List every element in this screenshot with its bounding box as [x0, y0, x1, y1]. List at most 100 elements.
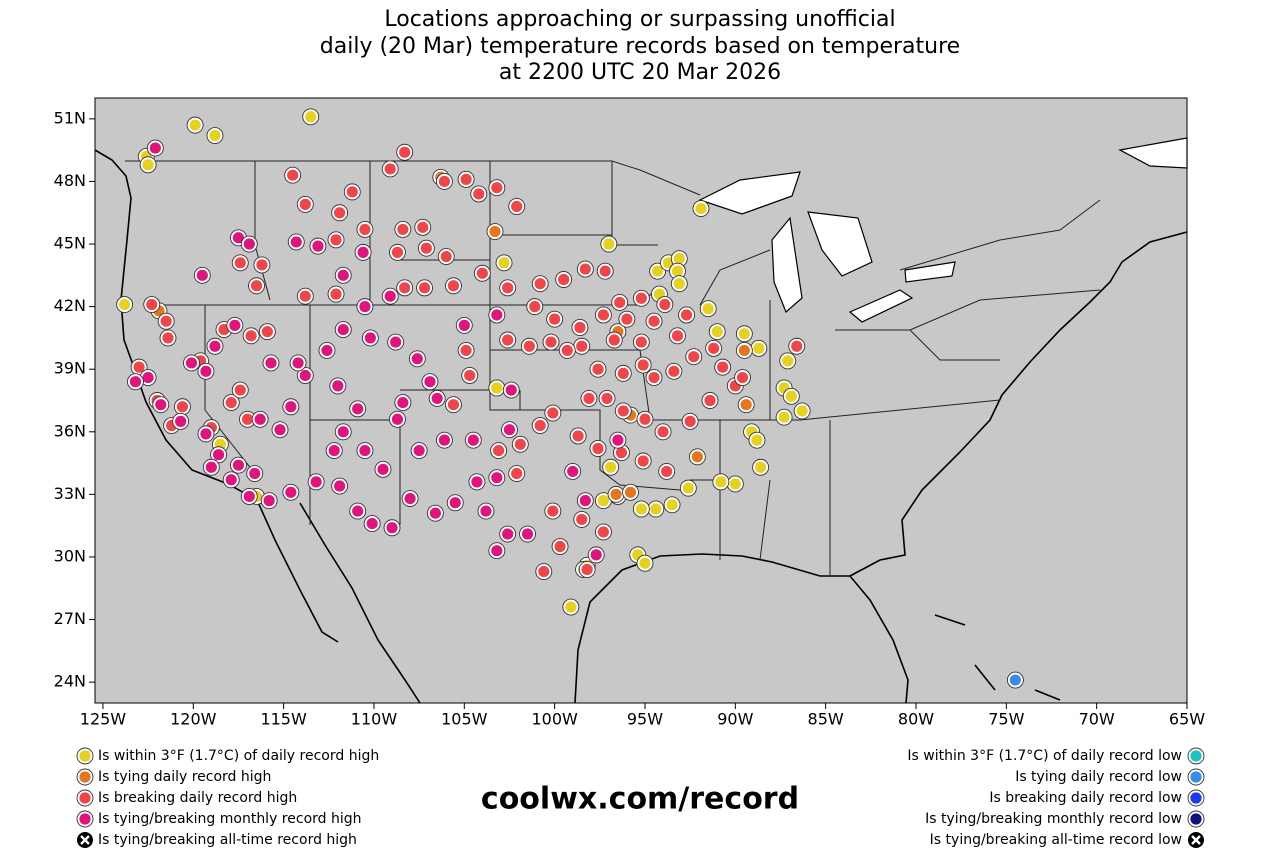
- record-point: [193, 266, 211, 284]
- marker-body: [592, 442, 604, 455]
- marker-body: [352, 505, 364, 517]
- record-point: [490, 442, 508, 460]
- marker-body: [359, 444, 371, 457]
- record-point: [535, 563, 553, 581]
- marker-body: [142, 371, 154, 384]
- marker-body: [200, 428, 212, 440]
- marker-body: [234, 384, 246, 396]
- map-background: [95, 98, 1187, 703]
- record-point: [569, 427, 587, 445]
- marker-body: [547, 505, 559, 517]
- record-point: [356, 220, 374, 238]
- record-point: [587, 546, 605, 564]
- record-point: [735, 325, 753, 343]
- marker-body: [476, 267, 488, 279]
- marker-body: [285, 486, 297, 498]
- record-point: [446, 494, 464, 512]
- record-point: [573, 337, 591, 355]
- record-point: [499, 331, 517, 349]
- marker-body: [1190, 792, 1202, 804]
- y-tick-label: 42N: [54, 296, 86, 315]
- marker-body: [671, 330, 684, 342]
- marker-body: [176, 401, 189, 413]
- record-point: [461, 367, 479, 384]
- marker-body: [447, 280, 460, 292]
- record-point: [602, 458, 620, 476]
- marker-body: [652, 265, 664, 277]
- marker-body: [418, 282, 431, 294]
- record-point: [327, 285, 345, 303]
- record-point: [334, 321, 352, 339]
- record-point: [598, 389, 616, 407]
- x-tick-label: 95W: [627, 710, 663, 729]
- record-point: [473, 264, 491, 282]
- marker-body: [473, 188, 485, 200]
- marker-body: [305, 111, 317, 123]
- record-point: [468, 473, 486, 491]
- record-point: [589, 360, 607, 378]
- record-point: [289, 354, 307, 372]
- legend-label: Is tying/breaking monthly record low: [925, 811, 1182, 827]
- marker-body: [1009, 674, 1021, 686]
- marker-body: [384, 163, 396, 175]
- marker-body: [299, 369, 311, 382]
- record-point: [417, 239, 435, 257]
- record-point: [231, 381, 249, 399]
- y-tick-label: 33N: [54, 484, 86, 503]
- y-tick-label: 30N: [54, 546, 86, 565]
- legend-entry: Is tying/breaking monthly record low: [925, 810, 1205, 828]
- record-point: [750, 339, 768, 357]
- record-point: [408, 350, 426, 368]
- marker-body: [261, 326, 273, 338]
- marker-body: [574, 321, 586, 334]
- record-point: [544, 404, 562, 422]
- marker-body: [245, 330, 257, 342]
- marker-body: [377, 463, 389, 475]
- marker-body: [160, 315, 172, 327]
- legend-entry: Is tying daily record high: [76, 768, 271, 786]
- record-point: [226, 316, 244, 334]
- plot-frame: [94, 97, 1188, 704]
- marker-body: [447, 399, 460, 411]
- record-point: [296, 287, 314, 305]
- record-point: [457, 341, 475, 359]
- record-point: [222, 471, 240, 489]
- marker-body: [399, 282, 411, 294]
- marker-body: [232, 232, 245, 244]
- record-point: [775, 408, 793, 426]
- marker-body: [175, 415, 187, 427]
- marker-body: [1190, 813, 1202, 825]
- marker-body: [312, 240, 324, 252]
- marker-body: [334, 207, 346, 219]
- record-point: [699, 300, 717, 318]
- record-point: [793, 402, 811, 420]
- record-point: [531, 275, 549, 293]
- marker-body: [534, 278, 546, 290]
- marker-body: [736, 371, 749, 384]
- y-tick-label: 51N: [54, 108, 86, 127]
- marker-body: [755, 461, 767, 473]
- marker-body: [460, 344, 472, 357]
- marker-body: [502, 334, 514, 346]
- record-point: [389, 410, 406, 428]
- marker-body: [614, 296, 626, 309]
- marker-cross: [1191, 835, 1201, 845]
- y-tick-label: 45N: [54, 234, 86, 253]
- marker-body: [330, 288, 342, 300]
- record-point: [416, 279, 434, 297]
- marker-body: [337, 269, 349, 281]
- record-point: [157, 312, 175, 330]
- record-point: [334, 266, 352, 284]
- marker-body: [615, 447, 628, 459]
- record-point: [594, 306, 612, 324]
- marker-body: [366, 517, 378, 530]
- marker-body: [352, 403, 364, 415]
- marker-body: [624, 486, 637, 498]
- record-point: [611, 293, 629, 311]
- site-url: coolwx.com/record: [481, 782, 799, 817]
- marker-body: [612, 434, 624, 446]
- legend-entry: Is within 3°F (1.7°C) of daily record hi…: [76, 747, 379, 765]
- title-line: daily (20 Mar) temperature records based…: [320, 34, 960, 59]
- record-point: [645, 312, 663, 330]
- marker-body: [648, 371, 660, 384]
